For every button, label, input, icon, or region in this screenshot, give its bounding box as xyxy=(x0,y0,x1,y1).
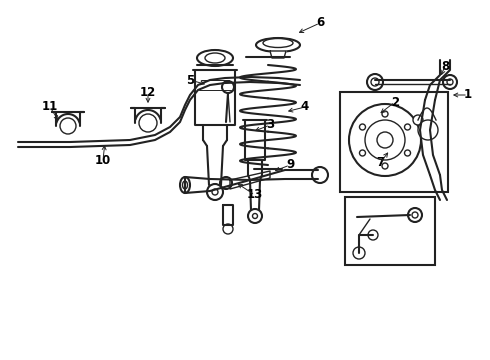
Circle shape xyxy=(413,115,423,125)
Text: 8: 8 xyxy=(441,59,449,72)
Bar xyxy=(340,92,448,192)
Circle shape xyxy=(382,111,388,117)
Text: 10: 10 xyxy=(95,153,111,166)
Circle shape xyxy=(447,79,453,85)
Text: 7: 7 xyxy=(376,157,384,170)
Text: 2: 2 xyxy=(391,95,399,108)
Ellipse shape xyxy=(197,50,233,66)
Circle shape xyxy=(377,132,393,148)
Circle shape xyxy=(353,247,365,259)
Circle shape xyxy=(382,163,388,169)
Circle shape xyxy=(408,208,422,222)
Ellipse shape xyxy=(182,181,188,189)
Circle shape xyxy=(223,224,233,234)
Text: 6: 6 xyxy=(316,17,324,30)
Bar xyxy=(345,197,435,265)
Ellipse shape xyxy=(180,177,190,193)
Circle shape xyxy=(349,104,421,176)
Ellipse shape xyxy=(60,118,76,134)
Circle shape xyxy=(360,150,366,156)
Ellipse shape xyxy=(205,53,225,63)
Circle shape xyxy=(365,120,405,160)
Circle shape xyxy=(367,74,383,90)
Circle shape xyxy=(312,167,328,183)
Ellipse shape xyxy=(256,38,300,52)
Text: 5: 5 xyxy=(186,73,194,86)
Circle shape xyxy=(405,150,411,156)
Text: 9: 9 xyxy=(286,158,294,171)
Text: 4: 4 xyxy=(301,100,309,113)
Text: 13: 13 xyxy=(247,189,263,202)
Text: 1: 1 xyxy=(464,89,472,102)
Circle shape xyxy=(207,184,223,200)
Ellipse shape xyxy=(139,114,157,132)
Text: 11: 11 xyxy=(42,100,58,113)
Circle shape xyxy=(248,209,262,223)
Circle shape xyxy=(220,177,232,189)
Circle shape xyxy=(360,124,366,130)
Circle shape xyxy=(368,230,378,240)
Circle shape xyxy=(252,213,258,219)
Circle shape xyxy=(222,81,234,93)
Polygon shape xyxy=(270,51,286,58)
Circle shape xyxy=(212,189,218,195)
Circle shape xyxy=(412,212,418,218)
Circle shape xyxy=(405,124,411,130)
Circle shape xyxy=(443,75,457,89)
Circle shape xyxy=(418,120,438,140)
Ellipse shape xyxy=(263,39,293,48)
Text: 3: 3 xyxy=(266,118,274,131)
Text: 12: 12 xyxy=(140,85,156,99)
Circle shape xyxy=(371,78,379,86)
